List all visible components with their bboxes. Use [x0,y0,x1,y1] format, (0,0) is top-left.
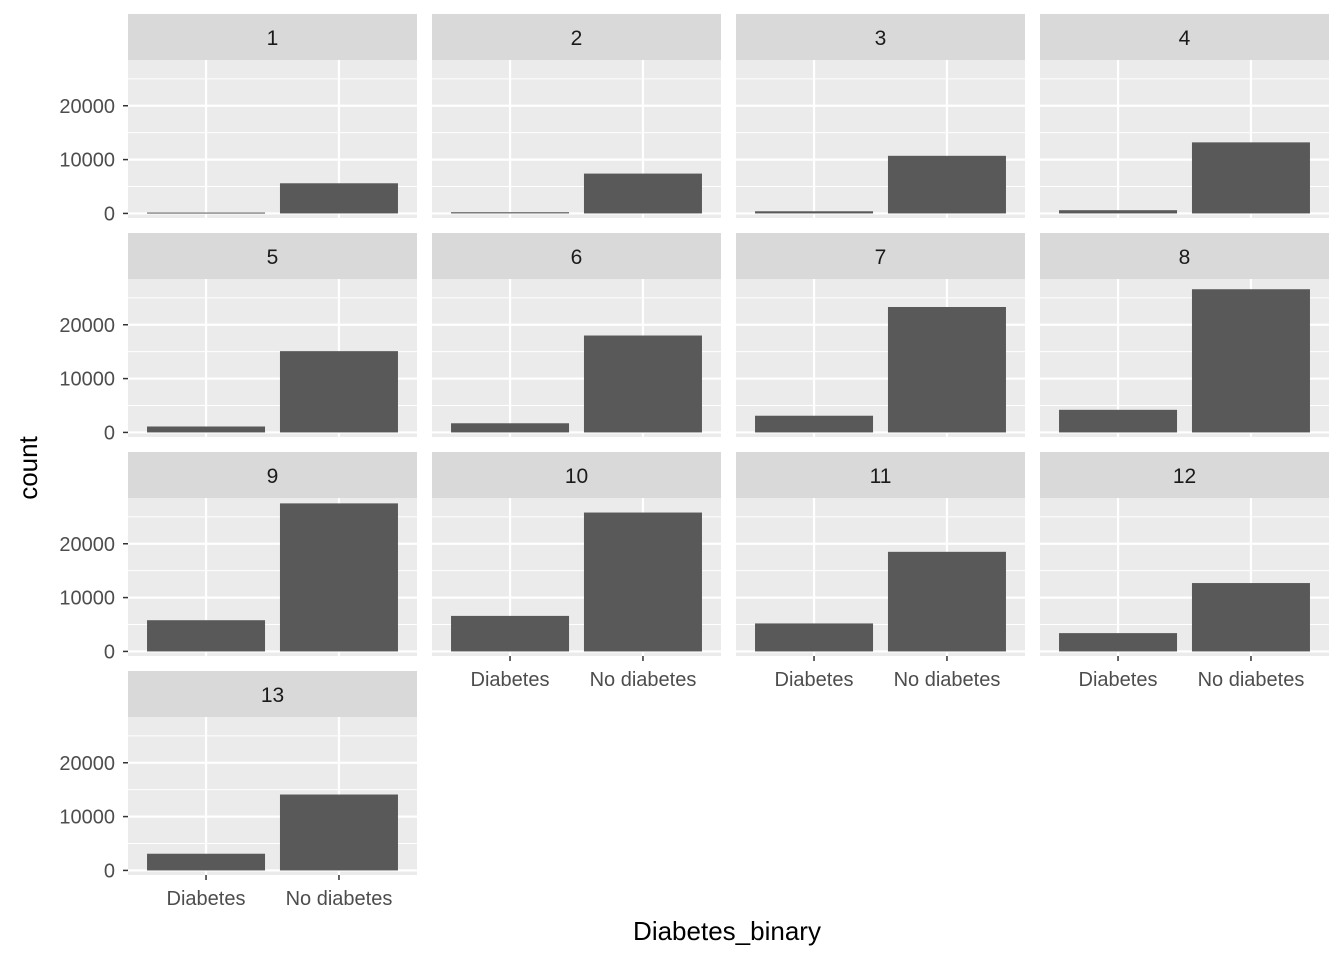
facet-1-y-tick-label: 0 [104,203,115,225]
facet-1-bar-diabetes [147,212,266,214]
facet-2-strip [432,14,721,60]
facet-7-bar-no-diabetes [887,306,1006,433]
facet-9-y-tick-label: 0 [104,641,115,663]
facet-5-strip-label: 5 [267,246,279,269]
facet-13-y-tick-label: 20000 [59,753,115,775]
facet-11-bar-no-diabetes [887,551,1006,652]
facet-11-bar-diabetes [755,623,874,652]
facet-2-strip-label: 2 [571,27,583,50]
facet-6-strip [432,233,721,279]
facet-12-strip-label: 12 [1173,465,1196,488]
facet-6-bar-diabetes [451,423,570,433]
facet-11-strip-label: 11 [870,465,892,488]
facet-5-strip [128,233,417,279]
facet-5-bar-no-diabetes [279,351,398,433]
facet-5-y-tick-label: 10000 [59,369,115,391]
facet-9-bar-no-diabetes [279,503,398,652]
facet-12-bar-diabetes [1059,633,1178,652]
facet-5-y-tick-label: 0 [104,422,115,444]
facet-6-bar-no-diabetes [583,335,702,433]
facet-7-strip [736,233,1025,279]
facet-12-strip [1040,452,1329,498]
x-axis-title: Diabetes_binary [633,916,821,946]
facet-9-strip-label: 9 [267,465,279,488]
facet-13-strip [128,671,417,717]
y-axis-title: count [13,435,43,499]
facet-7-bar-diabetes [755,415,874,433]
facet-10-bar-no-diabetes [583,512,702,652]
facet-12-bar-no-diabetes [1191,583,1310,652]
facet-13-bar-diabetes [147,853,266,871]
facet-8-bar-diabetes [1059,409,1178,433]
facet-5-bar-diabetes [147,426,266,433]
facet-5-y-tick-label: 20000 [59,315,115,337]
facet-13-strip-label: 13 [261,684,284,707]
facet-8-strip-label: 8 [1179,246,1191,269]
facet-13-y-tick-label: 10000 [59,807,115,829]
facet-1-y-tick-label: 10000 [59,150,115,172]
facet-13-bar-no-diabetes [279,794,398,871]
facet-4-bar-no-diabetes [1191,142,1310,214]
facet-10-bar-diabetes [451,615,570,652]
facet-13-x-tick-label: Diabetes [167,888,246,910]
facet-13-y-tick-label: 0 [104,860,115,882]
facet-9-y-tick-label: 20000 [59,534,115,556]
facet-3-bar-no-diabetes [887,155,1006,214]
facet-10-strip-label: 10 [565,465,588,488]
facet-8-bar-no-diabetes [1191,289,1310,433]
facet-3-strip-label: 3 [875,27,887,50]
facet-12-x-tick-label: No diabetes [1198,669,1305,691]
facet-9-bar-diabetes [147,620,266,652]
facet-7-strip-label: 7 [875,246,887,269]
facet-4-strip-label: 4 [1179,27,1191,50]
facet-1-bar-no-diabetes [279,183,398,214]
facet-10-strip [432,452,721,498]
facet-9-strip [128,452,417,498]
facet-10-x-tick-label: Diabetes [471,669,550,691]
facet-3-bar-diabetes [755,211,874,214]
facet-12-x-tick-label: Diabetes [1079,669,1158,691]
facet-1-strip-label: 1 [267,27,279,50]
facet-2-bar-no-diabetes [583,173,702,214]
facet-11-x-tick-label: No diabetes [894,669,1001,691]
facet-13-x-tick-label: No diabetes [286,888,393,910]
facet-6-strip-label: 6 [571,246,583,269]
facet-9-y-tick-label: 10000 [59,588,115,610]
facet-3-strip [736,14,1025,60]
facet-11-strip [736,452,1025,498]
facet-10-x-tick-label: No diabetes [590,669,697,691]
facet-4-strip [1040,14,1329,60]
facet-1-y-tick-label: 20000 [59,96,115,118]
facet-8-strip [1040,233,1329,279]
facet-11-x-tick-label: Diabetes [775,669,854,691]
facet-4-bar-diabetes [1059,210,1178,214]
facet-1-strip [128,14,417,60]
facet-2-bar-diabetes [451,212,570,214]
